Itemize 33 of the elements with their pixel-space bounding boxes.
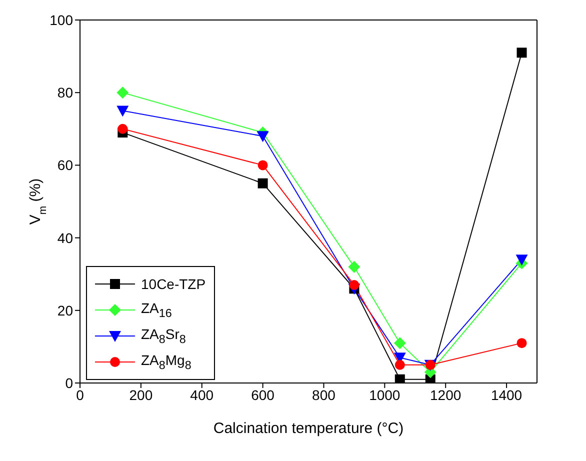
point: [256, 131, 269, 142]
point: [116, 86, 129, 99]
legend-label: ZA$_{8}$Sr$_{8}$: [141, 326, 186, 346]
point: [258, 178, 268, 188]
x-tick-label: 800: [312, 386, 336, 403]
y-tick-label: 20: [57, 302, 74, 318]
x-tick-label: 1200: [430, 386, 462, 403]
point: [258, 160, 268, 170]
x-tick-label: 200: [129, 386, 153, 403]
x-axis-title: Calcination temperature (°C): [213, 420, 404, 437]
legend-label: ZA$_{8}$Mg$_{8}$: [141, 352, 192, 372]
point: [348, 260, 360, 273]
point: [394, 374, 405, 383]
x-tick-label: 0: [76, 386, 84, 403]
y-tick-label: 0: [65, 374, 74, 391]
legend-label: ZA$_{16}$: [141, 300, 172, 320]
point: [516, 254, 528, 266]
y-tick-label: 40: [57, 230, 74, 246]
legend-label: 10Ce-TZP: [141, 276, 206, 292]
x-tick-label: 1000: [369, 386, 400, 403]
x-tick-label: 400: [190, 386, 214, 403]
x-tick-label: 600: [251, 386, 275, 403]
point: [516, 48, 527, 58]
point: [394, 337, 406, 350]
y-tick-label: 100: [50, 12, 74, 28]
x-tick-label: 1400: [490, 386, 522, 403]
point: [516, 338, 527, 348]
point: [116, 106, 129, 117]
y-tick-label: 60: [57, 157, 74, 174]
point: [118, 124, 128, 134]
point: [394, 360, 405, 370]
y-tick-label: 80: [57, 84, 74, 101]
point: [349, 280, 360, 290]
